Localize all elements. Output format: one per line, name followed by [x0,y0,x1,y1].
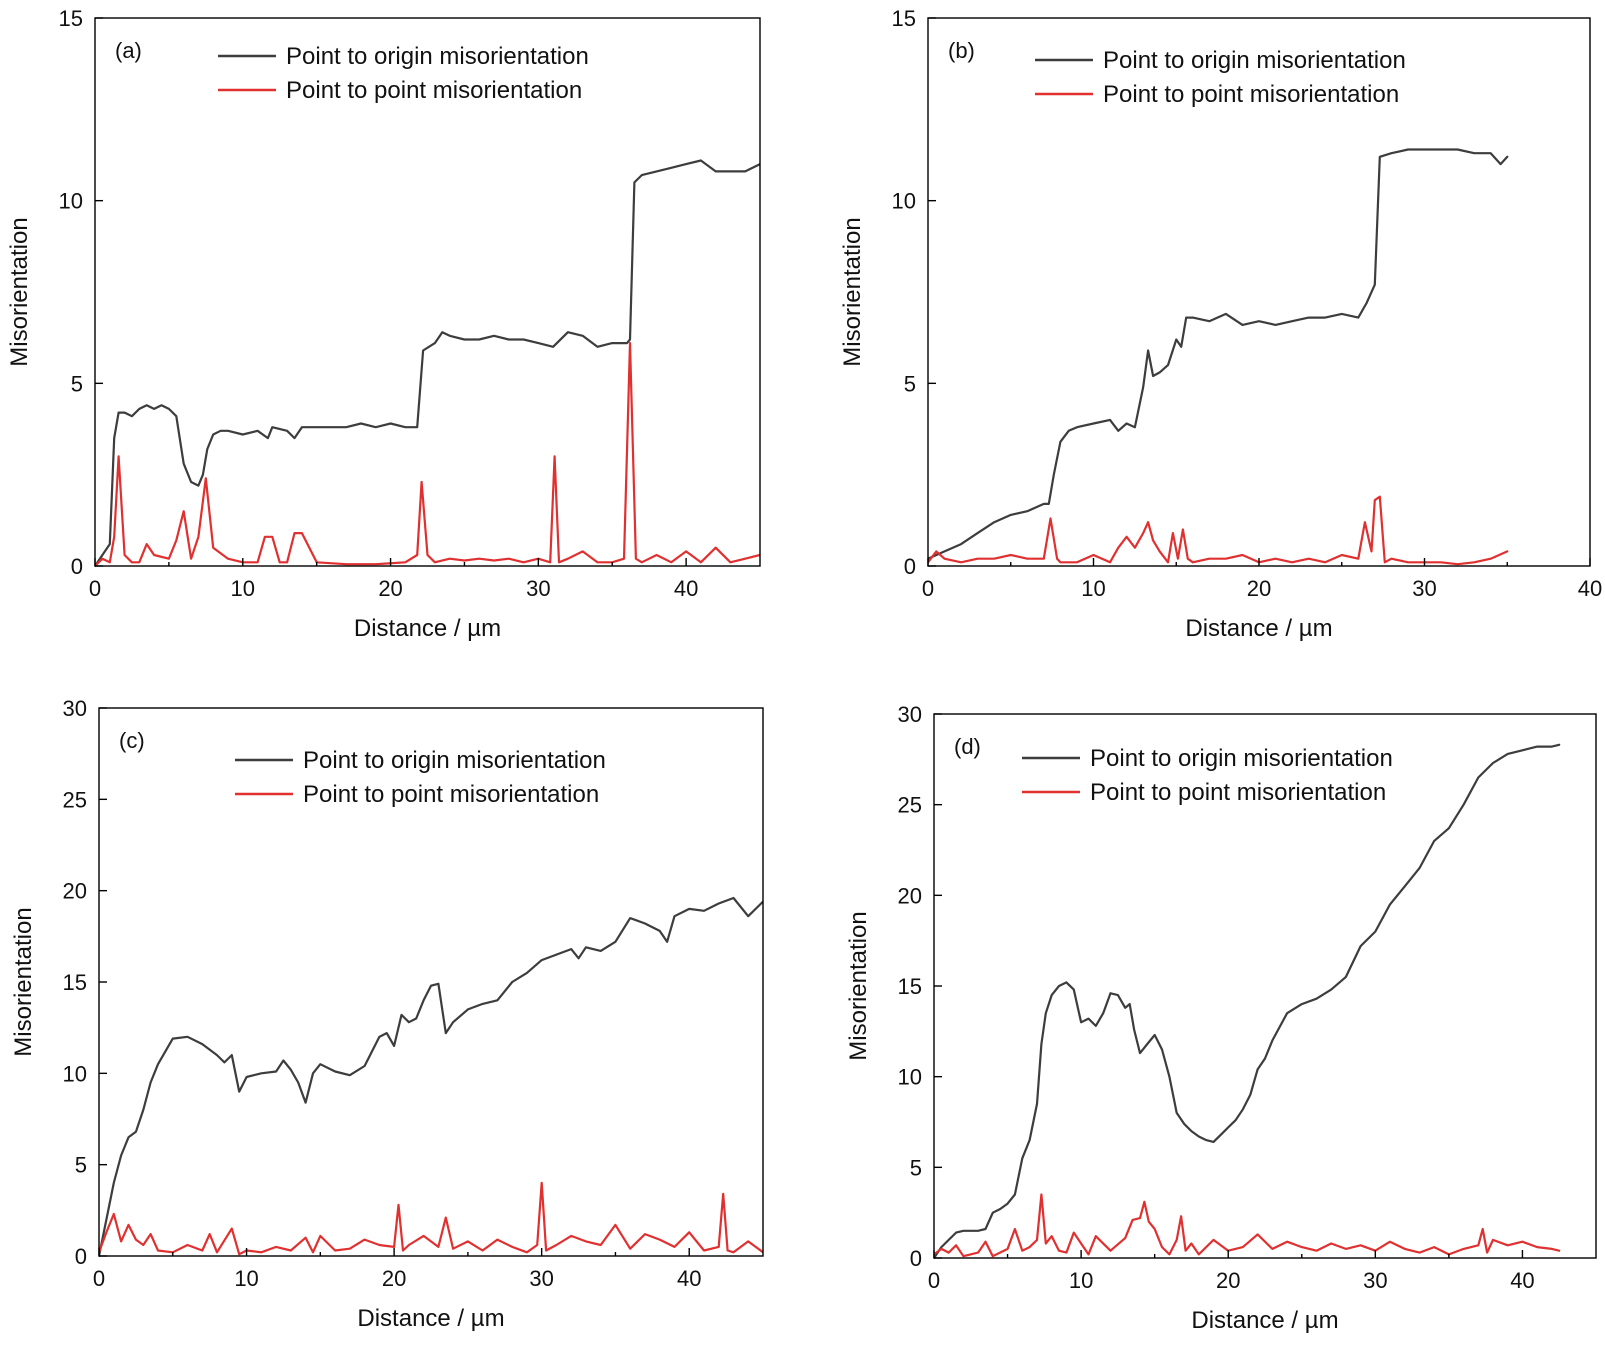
y-tick-label: 5 [904,371,916,396]
plot-frame [94,17,761,567]
y-axis-title: Misorientation [6,217,33,366]
series-line-1 [95,342,760,568]
x-tick-label: 20 [378,576,402,601]
y-tick-label: 30 [898,702,922,727]
x-tick-label: 0 [89,576,101,601]
x-tick-label: 30 [529,1266,553,1291]
x-tick-label: 30 [526,576,550,601]
y-tick-label: 15 [898,974,922,999]
y-tick-label: 10 [898,1065,922,1090]
y-tick-label: 5 [910,1155,922,1180]
y-axis-title: Misorientation [845,911,872,1060]
x-tick-label: 30 [1363,1268,1387,1293]
legend-label-0: Point to origin misorientation [1090,745,1393,772]
series-line-0 [934,743,1561,1260]
y-tick-label: 20 [898,883,922,908]
x-axis-title: Distance / µm [354,615,501,642]
legend-label-1: Point to point misorientation [303,781,599,808]
x-tick-label: 40 [674,576,698,601]
series-line-0 [928,148,1509,560]
x-axis-title: Distance / µm [1185,615,1332,642]
legend-label-1: Point to point misorientation [286,77,582,104]
y-tick-label: 5 [75,1153,87,1178]
series-line-0 [95,159,760,568]
panel-label: (a) [115,38,142,63]
x-tick-label: 0 [922,576,934,601]
x-tick-label: 10 [234,1266,258,1291]
y-axis-title: Misorientation [10,907,37,1056]
panel-label: (c) [119,728,145,753]
x-tick-label: 0 [93,1266,105,1291]
y-axis-title: Misorientation [839,217,866,366]
panel-1: 0 10 20 30 40 0 5 10 15 Distance / µm Misorientati… [839,6,1602,642]
series-line-1 [934,1193,1561,1258]
x-tick-label: 30 [1412,576,1436,601]
x-tick-label: 40 [677,1266,701,1291]
y-tick-label: 25 [63,787,87,812]
y-tick-label: 10 [892,189,916,214]
series-line-1 [99,1181,763,1256]
x-axis-title: Distance / µm [1191,1307,1338,1334]
y-tick-label: 0 [75,1244,87,1269]
y-tick-label: 0 [910,1246,922,1271]
panel-label: (b) [948,38,975,63]
x-tick-label: 10 [231,576,255,601]
y-tick-label: 15 [892,6,916,31]
legend-label-0: Point to origin misorientation [1103,47,1406,74]
y-tick-label: 5 [71,371,83,396]
x-tick-label: 10 [1069,1268,1093,1293]
series-line-0 [99,896,763,1258]
x-tick-label: 10 [1081,576,1105,601]
panel-0: 0 10 20 30 40 0 5 10 15 Distance / µm Misorientati… [6,6,761,642]
x-tick-label: 20 [1247,576,1271,601]
legend-label-0: Point to origin misorientation [303,747,606,774]
legend-label-0: Point to origin misorientation [286,43,589,70]
legend-label-1: Point to point misorientation [1090,779,1386,806]
y-tick-label: 15 [63,970,87,995]
y-tick-label: 0 [904,554,916,579]
x-tick-label: 20 [1216,1268,1240,1293]
y-tick-label: 10 [63,1061,87,1086]
x-tick-label: 40 [1578,576,1602,601]
legend-label-1: Point to point misorientation [1103,81,1399,108]
y-tick-label: 30 [63,696,87,721]
y-tick-label: 15 [59,6,83,31]
x-tick-label: 20 [382,1266,406,1291]
panel-2: 0 10 20 30 40 0 5 10 15 20 25 30 Distance / µm Misori… [10,696,764,1332]
x-tick-label: 0 [928,1268,940,1293]
y-tick-label: 0 [71,554,83,579]
y-tick-label: 25 [898,793,922,818]
x-axis-title: Distance / µm [357,1305,504,1332]
y-tick-label: 10 [59,189,83,214]
y-tick-label: 20 [63,879,87,904]
series-line-1 [928,495,1509,566]
panel-label: (d) [954,734,981,759]
panel-3: 0 10 20 30 40 0 5 10 15 20 25 30 Distance / µm Misori… [845,702,1597,1334]
x-tick-label: 40 [1510,1268,1534,1293]
